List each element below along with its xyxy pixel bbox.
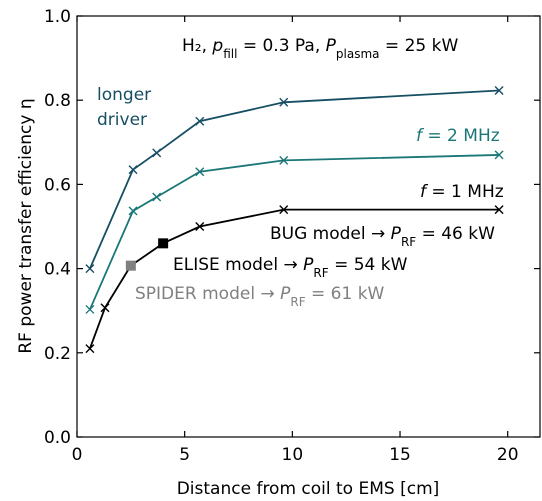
data-point	[100, 303, 110, 313]
data-point	[494, 86, 504, 96]
x-tick-label: 15	[389, 445, 411, 465]
plot-frame	[76, 15, 541, 438]
data-point	[279, 97, 289, 107]
data-point	[195, 222, 205, 231]
annotation-longer-driver-1: longer	[97, 85, 151, 105]
x-tick-label: 5	[179, 445, 190, 465]
data-point	[494, 205, 504, 215]
x-tick-label: 0	[72, 445, 83, 465]
data-point	[128, 206, 138, 216]
data-point	[494, 150, 504, 160]
annotation-f2: f = 2 MHz	[416, 126, 500, 146]
series-line-1	[89, 154, 500, 310]
data-point	[279, 155, 289, 165]
data-point	[85, 344, 95, 354]
annotation-condition: H₂, pfill = 0.3 Pa, Pplasma = 25 kW	[182, 36, 458, 61]
annotation-bug: BUG model → PRF = 46 kW	[270, 224, 495, 249]
data-point	[195, 116, 205, 126]
annotation-longer-driver-2: driver	[97, 110, 147, 130]
highlight-point	[158, 238, 169, 249]
highlight-point	[125, 260, 136, 271]
annotation-spider: SPIDER model → PRF = 61 kW	[135, 284, 385, 309]
data-point	[195, 167, 205, 177]
x-tick-label: 20	[497, 445, 519, 465]
y-tick-label: 0.6	[44, 175, 71, 195]
data-point	[85, 264, 95, 274]
y-tick-label: 0.0	[44, 428, 71, 448]
tick-layer: 0 5 10 15 20 0.0 0.2 0.4 0.6 0.8 1.0	[44, 7, 540, 465]
x-tick-label: 10	[282, 445, 304, 465]
data-point	[152, 148, 162, 158]
annotation-f1: f = 1 MHz	[420, 182, 504, 202]
y-tick-label: 0.2	[44, 344, 71, 364]
y-tick-label: 0.8	[44, 91, 71, 111]
series-line-0	[89, 89, 500, 269]
marker-layer	[125, 238, 169, 271]
data-point	[152, 192, 162, 202]
data-point	[279, 205, 289, 215]
data-point	[85, 304, 95, 314]
annotation-elise: ELISE model → PRF = 54 kW	[173, 255, 408, 280]
y-axis-label: RF power transfer efficiency η	[16, 98, 36, 353]
y-tick-label: 0.4	[44, 260, 71, 280]
data-point	[128, 165, 138, 175]
y-tick-label: 1.0	[44, 7, 71, 27]
x-axis-label: Distance from coil to EMS [cm]	[177, 479, 440, 499]
